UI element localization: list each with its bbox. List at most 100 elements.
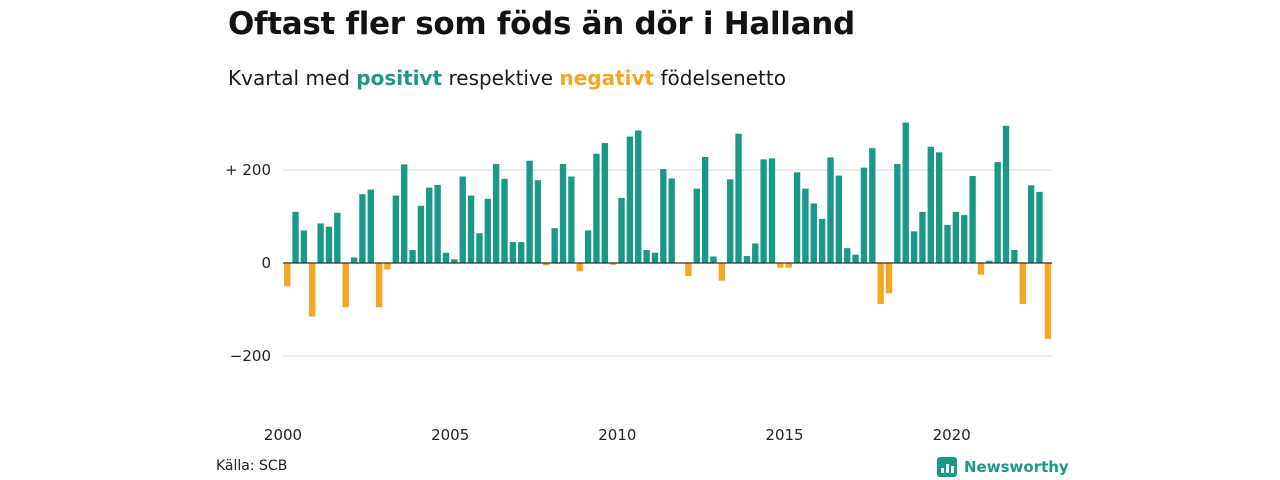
bar: [768, 158, 776, 263]
bar: [409, 249, 416, 263]
bar: [651, 252, 659, 263]
bar: [710, 256, 717, 263]
bar: [693, 188, 700, 263]
bar: [543, 263, 550, 266]
bar: [835, 175, 843, 263]
bar: [869, 148, 876, 263]
bar: [1044, 263, 1051, 339]
bar: [701, 156, 709, 263]
bar: [760, 159, 767, 263]
bar: [576, 263, 583, 272]
bar: [334, 212, 341, 263]
bar: [927, 146, 934, 263]
bar: [609, 263, 617, 265]
bar: [977, 263, 985, 275]
bar: [685, 263, 692, 277]
bar: [1019, 263, 1026, 304]
bar: [484, 198, 491, 263]
x-tick-label: 2015: [765, 426, 803, 444]
bar: [986, 260, 993, 263]
y-tick-label: 0: [261, 254, 271, 272]
bar: [1002, 125, 1010, 263]
brand-name: Newsworthy: [964, 458, 1069, 476]
bar: [944, 224, 951, 263]
bar: [342, 263, 349, 308]
bar: [643, 249, 650, 263]
bar: [350, 257, 358, 263]
subtitle-middle: respektive: [442, 66, 560, 90]
bar: [935, 152, 943, 263]
bar: [894, 163, 901, 263]
bar: [785, 263, 792, 268]
bar: [526, 160, 533, 263]
bar: [860, 167, 868, 263]
y-tick-label: −200: [230, 347, 271, 365]
chart-title: Oftast fler som föds än dör i Halland: [228, 6, 855, 42]
subtitle-positive: positivt: [356, 66, 443, 90]
bar: [910, 231, 918, 263]
bar: [300, 230, 308, 263]
bar-chart-icon: [937, 457, 957, 477]
bar: [777, 263, 784, 268]
bar: [367, 189, 374, 263]
bar: [793, 172, 801, 263]
bar: [501, 178, 508, 263]
x-tick-label: 2000: [264, 426, 302, 444]
bar: [827, 157, 834, 263]
subtitle-suffix: födelsenetto: [654, 66, 786, 90]
bar: [961, 215, 968, 263]
subtitle-prefix: Kvartal med: [228, 66, 357, 90]
bar: [735, 133, 742, 263]
bar: [401, 164, 408, 263]
bar: [1027, 185, 1035, 263]
bar: [568, 176, 575, 263]
bar: [551, 228, 558, 263]
bar: [459, 176, 466, 263]
bar: [660, 169, 667, 263]
bar: [718, 263, 726, 281]
bar: [919, 211, 926, 263]
bar: [802, 188, 809, 263]
bar: [467, 195, 475, 263]
newsworthy-logo[interactable]: Newsworthy: [937, 456, 1069, 478]
bar: [743, 256, 751, 263]
bar: [593, 153, 600, 263]
subtitle-negative: negativt: [559, 66, 655, 90]
bar: [317, 223, 324, 263]
bar: [1011, 249, 1018, 263]
source-note: Källa: SCB: [216, 458, 288, 474]
bar: [292, 211, 299, 263]
bar: [1036, 191, 1043, 263]
bar: [885, 263, 893, 294]
bar: [844, 248, 851, 263]
bar: [417, 205, 425, 263]
bar: [325, 226, 333, 263]
x-tick-label: 2020: [933, 426, 971, 444]
bar: [359, 194, 366, 263]
bar: [384, 263, 391, 270]
bar: [601, 143, 608, 263]
y-tick-label: + 200: [225, 161, 271, 179]
bar: [476, 233, 483, 263]
bar: [626, 136, 634, 263]
bar: [877, 263, 884, 304]
bar: [727, 179, 734, 263]
bar: [434, 184, 441, 263]
x-tick-label: 2005: [431, 426, 469, 444]
bar: [994, 162, 1001, 263]
bar: [618, 197, 625, 263]
bar: [392, 195, 400, 263]
bar: [559, 163, 567, 263]
bar: [426, 187, 433, 263]
bar: [852, 254, 859, 263]
bar: [952, 211, 960, 263]
bar: [668, 178, 675, 263]
bar: [635, 130, 642, 263]
bar: [584, 230, 592, 263]
bar: [810, 203, 817, 263]
bar: [284, 263, 291, 287]
bar: [442, 252, 450, 263]
bar: [818, 218, 826, 263]
bar: [534, 180, 542, 263]
